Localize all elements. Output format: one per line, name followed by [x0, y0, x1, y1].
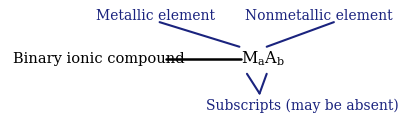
- Text: Nonmetallic element: Nonmetallic element: [245, 9, 393, 23]
- Text: Metallic element: Metallic element: [96, 9, 215, 23]
- Text: Binary ionic compound: Binary ionic compound: [13, 52, 184, 66]
- Text: $\mathregular{M_aA_b}$: $\mathregular{M_aA_b}$: [241, 50, 286, 68]
- Text: Subscripts (may be absent): Subscripts (may be absent): [206, 99, 399, 113]
